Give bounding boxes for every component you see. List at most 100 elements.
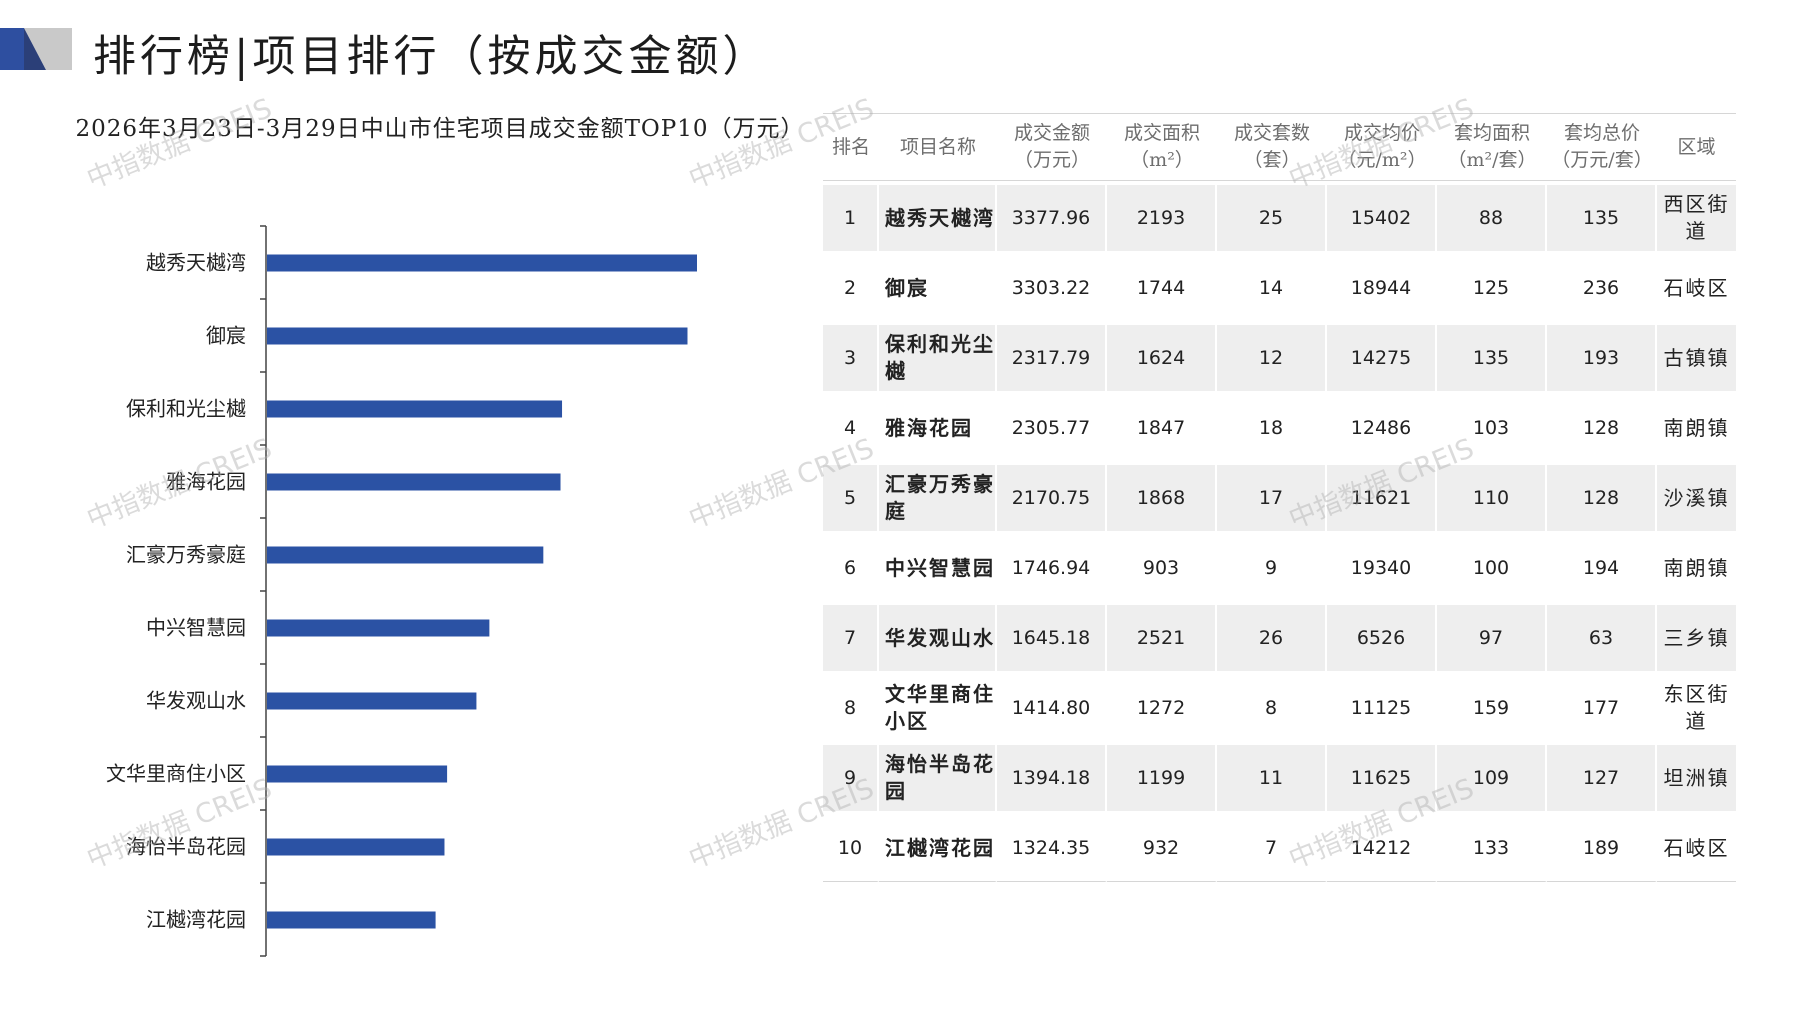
table-header-cell: 区域 [1657,113,1736,181]
table-header-cell: 排名 [823,113,879,181]
table-cell-avg-area: 135 [1437,321,1547,391]
table-cell-price: 18944 [1327,251,1437,321]
table-cell-area: 1847 [1107,391,1217,461]
table-cell-district: 南朗镇 [1657,391,1736,461]
table-cell-amount: 1645.18 [997,601,1107,671]
table-cell-rank: 6 [823,531,879,601]
table-header-cell: 套均总价 （万元/套） [1547,113,1657,181]
table-cell-price: 11125 [1327,671,1437,741]
table-cell-avg-area: 125 [1437,251,1547,321]
table-cell-district: 坦洲镇 [1657,741,1736,811]
table-row: 10 江樾湾花园 1324.35 932 7 14212 133 189 石岐区 [823,811,1736,882]
table-header-text: 成交面积 [1123,122,1200,144]
table-cell-units: 8 [1217,671,1327,741]
table-cell-amount: 2170.75 [997,461,1107,531]
table-cell-amount: 1394.18 [997,741,1107,811]
table-header-text: 成交金额 [1013,122,1090,144]
table-cell-avg-area: 110 [1437,461,1547,531]
table-cell-rank: 10 [823,811,879,882]
logo-gray-shape [24,28,72,70]
category-label: 海怡半岛花园 [126,835,246,859]
category-label: 江樾湾花园 [146,908,246,932]
table-row: 7 华发观山水 1645.18 2521 26 6526 97 63 三乡镇 [823,601,1736,671]
table-cell-price: 11625 [1327,741,1437,811]
bar [267,692,477,710]
table-header-cell: 成交均价 （元/m²） [1327,113,1437,181]
table-cell-name: 华发观山水 [879,601,997,671]
table-cell-name: 海怡半岛花园 [879,741,997,811]
table-cell-price: 6526 [1327,601,1437,671]
category-label: 华发观山水 [146,689,246,713]
bar [267,911,436,929]
table-header-text: （万元） [1013,149,1090,171]
table-cell-amount: 3377.96 [997,181,1107,251]
bar [267,546,544,564]
table-cell-units: 12 [1217,321,1327,391]
table-header-cell: 项目名称 [879,113,997,181]
table-cell-area: 2521 [1107,601,1217,671]
table-header-text: （套） [1243,149,1301,171]
table-cell-amount: 2305.77 [997,391,1107,461]
table-cell-price: 14212 [1327,811,1437,882]
table-cell-units: 17 [1217,461,1327,531]
table-cell-rank: 4 [823,391,879,461]
bar [267,327,688,345]
table-cell-name: 御宸 [879,251,997,321]
table-header-text: 套均面积 [1453,122,1530,144]
table-header-cell: 成交面积 （m²） [1107,113,1217,181]
table-cell-price: 12486 [1327,391,1437,461]
table-header-cell: 成交套数 （套） [1217,113,1327,181]
table-cell-price: 15402 [1327,181,1437,251]
table-cell-district: 西区街道 [1657,181,1736,251]
table-cell-name: 汇豪万秀豪庭 [879,461,997,531]
table-cell-avg-total: 128 [1547,391,1657,461]
table-cell-amount: 3303.22 [997,251,1107,321]
table-cell-avg-total: 194 [1547,531,1657,601]
table-header-text: 成交均价 [1343,122,1420,144]
table-cell-avg-total: 189 [1547,811,1657,882]
table-cell-rank: 5 [823,461,879,531]
table-row: 5 汇豪万秀豪庭 2170.75 1868 17 11621 110 128 沙溪镇 [823,461,1736,531]
bar [267,400,563,418]
table-cell-rank: 9 [823,741,879,811]
table-cell-avg-area: 109 [1437,741,1547,811]
table-cell-area: 1868 [1107,461,1217,531]
table-row: 3 保利和光尘樾 2317.79 1624 12 14275 135 193 古镇镇 [823,321,1736,391]
table-row: 8 文华里商住小区 1414.80 1272 8 11125 159 177 东区街道 [823,671,1736,741]
table-cell-avg-area: 88 [1437,181,1547,251]
table-cell-units: 25 [1217,181,1327,251]
category-label: 雅海花园 [166,470,246,494]
table-header-text: 成交套数 [1233,122,1310,144]
table-cell-price: 19340 [1327,531,1437,601]
table-cell-avg-total: 135 [1547,181,1657,251]
table-cell-amount: 1414.80 [997,671,1107,741]
table-cell-amount: 1324.35 [997,811,1107,882]
table-row: 1 越秀天樾湾 3377.96 2193 25 15402 88 135 西区街道 [823,181,1736,251]
logo-dark-shape [24,28,46,70]
table-cell-name: 文华里商住小区 [879,671,997,741]
table-cell-district: 沙溪镇 [1657,461,1736,531]
table-cell-area: 2193 [1107,181,1217,251]
table-header-text: （元/m²） [1337,149,1427,171]
table-cell-avg-total: 128 [1547,461,1657,531]
table-cell-amount: 1746.94 [997,531,1107,601]
bar [267,254,697,272]
creis-logo-icon [0,28,72,70]
table-header-text: （万元/套） [1551,149,1653,171]
table-header-text: 套均总价 [1563,122,1640,144]
ranking-table: 排名 项目名称 成交金额 （万元） 成交面积 （m²） 成交套数 （套） 成交均价 （元/m²） 套… [823,113,1736,882]
table-cell-area: 1624 [1107,321,1217,391]
bar [267,838,445,856]
table-cell-avg-total: 127 [1547,741,1657,811]
bar [267,473,561,491]
table-cell-area: 932 [1107,811,1217,882]
table-cell-amount: 2317.79 [997,321,1107,391]
table-cell-district: 三乡镇 [1657,601,1736,671]
table-cell-avg-area: 133 [1437,811,1547,882]
table-cell-district: 石岐区 [1657,251,1736,321]
category-label: 越秀天樾湾 [146,251,246,275]
category-label: 御宸 [206,324,246,348]
table-cell-name: 雅海花园 [879,391,997,461]
table-cell-rank: 3 [823,321,879,391]
table-cell-area: 903 [1107,531,1217,601]
